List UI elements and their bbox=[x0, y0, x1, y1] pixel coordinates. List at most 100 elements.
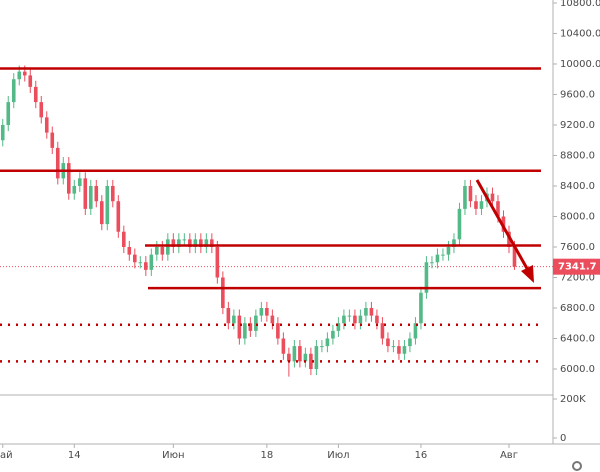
plot-area bbox=[0, 65, 553, 377]
y-tick-label: 8800.0 bbox=[560, 150, 595, 161]
y-tick-label: 6400.0 bbox=[560, 333, 595, 344]
y-tick-label: 9200.0 bbox=[560, 120, 595, 131]
candle-body bbox=[276, 323, 280, 339]
candle-body bbox=[353, 315, 357, 324]
candle-body bbox=[22, 71, 27, 76]
candle-body bbox=[88, 185, 93, 209]
x-tick-label: 14 bbox=[68, 450, 81, 461]
candle-body bbox=[193, 239, 198, 247]
candle-body bbox=[320, 346, 324, 348]
candle-body bbox=[50, 132, 55, 148]
candle-body bbox=[177, 239, 181, 247]
candle-body bbox=[226, 307, 231, 324]
candle-body bbox=[99, 201, 104, 225]
candle-body bbox=[28, 75, 33, 87]
candle-body bbox=[457, 208, 462, 240]
y-tick-label: 9600.0 bbox=[560, 89, 595, 100]
x-tick-label: Июн bbox=[162, 450, 184, 461]
candle-body bbox=[199, 239, 203, 247]
candle-body bbox=[138, 262, 143, 264]
candle-body bbox=[237, 315, 242, 339]
last-price-label: 7341.7 bbox=[558, 262, 597, 273]
candle-body bbox=[397, 346, 401, 354]
candle-body bbox=[105, 185, 110, 225]
y-tick-label: 10800.0 bbox=[560, 0, 600, 9]
candle-body bbox=[232, 315, 236, 324]
y-tick-label: 7600.0 bbox=[560, 242, 595, 253]
candle-body bbox=[116, 201, 121, 232]
candle-body bbox=[402, 346, 407, 354]
y-tick-label: 6800.0 bbox=[560, 303, 595, 314]
candle-body bbox=[430, 262, 434, 264]
candle-body bbox=[446, 246, 451, 255]
gear[interactable] bbox=[572, 461, 582, 471]
candle-body bbox=[369, 307, 374, 316]
y-tick-label: 8400.0 bbox=[560, 181, 595, 192]
candle-body bbox=[127, 246, 132, 255]
candle-body bbox=[314, 346, 319, 369]
candle-body bbox=[11, 79, 16, 103]
candle-body bbox=[160, 246, 165, 255]
candle-body bbox=[435, 254, 440, 263]
candle-body bbox=[94, 185, 99, 202]
candle-body bbox=[309, 353, 313, 369]
candle-body bbox=[391, 346, 396, 348]
x-tick-label: 18 bbox=[261, 450, 274, 461]
candle-body bbox=[358, 315, 363, 324]
candle-body bbox=[413, 323, 418, 339]
candle-body bbox=[375, 315, 379, 324]
candle-body bbox=[468, 185, 473, 202]
candle-body bbox=[204, 239, 209, 247]
y-tick-label: 8000.0 bbox=[560, 211, 595, 222]
candle-body bbox=[347, 315, 352, 317]
candle-body bbox=[265, 307, 269, 316]
candle-body bbox=[512, 246, 517, 267]
settings-icon[interactable] bbox=[572, 461, 582, 471]
candle-body bbox=[254, 315, 258, 331]
candle-body bbox=[292, 346, 297, 362]
y-tick-label: 10400.0 bbox=[560, 28, 600, 39]
candle-body bbox=[386, 338, 390, 347]
candle-body bbox=[72, 185, 77, 194]
candle-body bbox=[331, 330, 335, 339]
candle-body bbox=[171, 239, 176, 247]
candle-body bbox=[479, 201, 484, 209]
candle-body bbox=[39, 102, 44, 118]
candle-body bbox=[6, 102, 11, 125]
candle-body bbox=[490, 193, 495, 202]
x-tick-label: ай bbox=[0, 450, 13, 461]
candle-body bbox=[281, 338, 286, 354]
candle-body bbox=[474, 201, 478, 209]
candle-body bbox=[419, 292, 423, 324]
candle-body bbox=[188, 239, 192, 247]
x-tick-label: Авг bbox=[500, 450, 518, 461]
arrow-head bbox=[521, 265, 534, 283]
candle-body bbox=[144, 262, 148, 270]
candle-body bbox=[155, 246, 159, 255]
candle-body bbox=[496, 201, 500, 217]
candle-body bbox=[166, 239, 170, 255]
candle-body bbox=[66, 163, 71, 194]
candle-body bbox=[221, 277, 225, 308]
candle-body bbox=[325, 338, 330, 347]
candle-body bbox=[336, 323, 341, 331]
candle-body bbox=[303, 353, 308, 362]
candle-body bbox=[111, 185, 115, 202]
candle-body bbox=[248, 323, 253, 331]
candle-body bbox=[243, 323, 247, 339]
candle-body bbox=[364, 307, 368, 316]
y-tick-label: 10000.0 bbox=[560, 59, 600, 70]
candle-body bbox=[0, 124, 5, 141]
candle-body bbox=[215, 246, 220, 278]
candle-body bbox=[44, 117, 49, 133]
candle-body bbox=[77, 178, 82, 186]
candle-body bbox=[380, 323, 385, 339]
volume-tick-label: 0 bbox=[560, 433, 566, 444]
candle-body bbox=[424, 262, 429, 293]
candle-body bbox=[83, 178, 88, 209]
trend-arrow bbox=[475, 179, 534, 283]
candle-body bbox=[441, 254, 445, 256]
y-tick-label: 6000.0 bbox=[560, 364, 595, 375]
